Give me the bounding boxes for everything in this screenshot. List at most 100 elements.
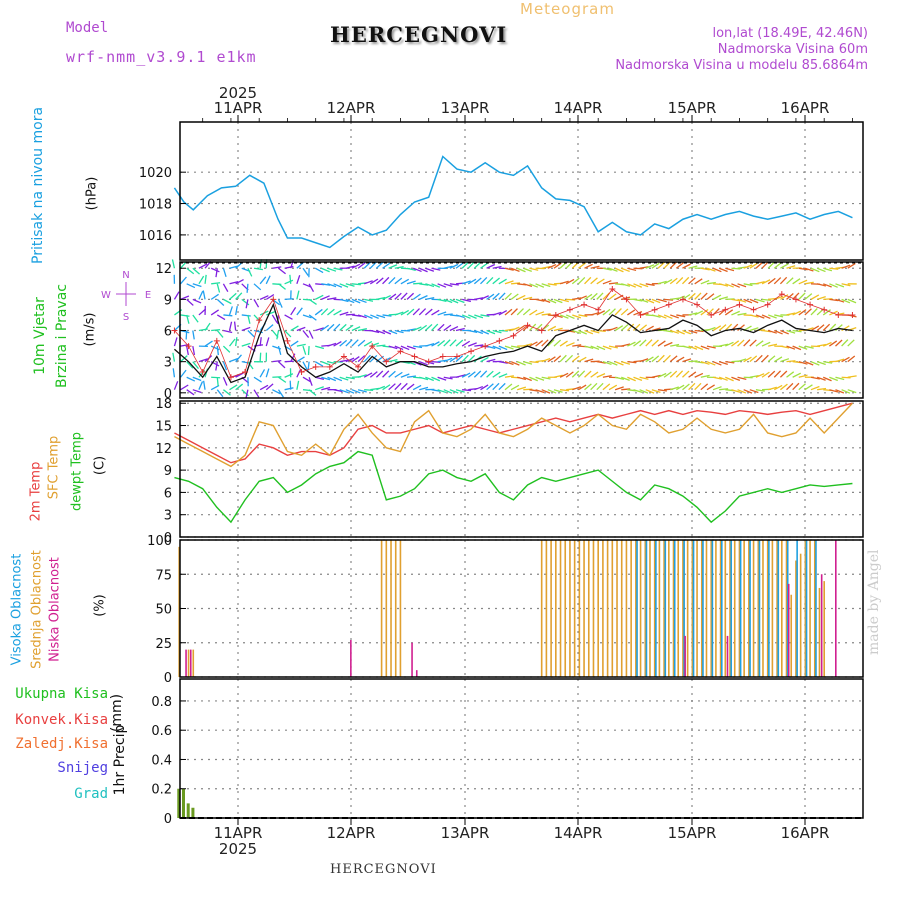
wind-arrow [284, 387, 294, 391]
wind-arrow [394, 292, 402, 300]
wind-arrow [289, 380, 292, 390]
y-tick-label: 1018 [139, 198, 172, 213]
wind-arrow [425, 342, 435, 347]
wind-arrow [198, 263, 208, 269]
wind-arrow [376, 314, 386, 319]
wind-arrow [835, 339, 843, 347]
wind-arrow [333, 267, 343, 271]
wind-arrow [424, 323, 433, 331]
x-day-label-bottom: 14APR [554, 824, 603, 842]
wind-arrow [529, 341, 538, 347]
wind-arrow [792, 372, 801, 378]
wind-arrow [590, 292, 598, 300]
wind-arrow [302, 314, 312, 319]
wind-arrow [246, 283, 249, 293]
wind-arrow [284, 373, 294, 378]
wind-arrow [216, 346, 219, 356]
wind-arrow [786, 360, 796, 363]
wind-gust-marker [764, 301, 771, 308]
wind-arrow [284, 330, 292, 338]
wind-arrow [185, 330, 188, 340]
wind-arrow [682, 345, 692, 349]
wind-arrow [608, 282, 619, 285]
wind-arrow [486, 263, 496, 269]
wind-arrow [651, 314, 661, 318]
wind-arrow [351, 263, 361, 269]
wind-arrow [749, 375, 759, 378]
wind-gust-marker [821, 306, 828, 313]
wind-arrow [816, 267, 826, 273]
wind-arrow [663, 371, 672, 378]
wind-arrow [186, 345, 189, 356]
wind-gust-marker [326, 363, 333, 370]
wind-arrow [443, 389, 453, 394]
wind-arrow [743, 264, 753, 269]
wind-arrow [327, 376, 337, 382]
wind-arrow [639, 389, 649, 394]
wind-arrow [173, 337, 178, 347]
wind-arrow [810, 267, 820, 273]
grid-lines [180, 122, 863, 819]
wind-arrow [786, 329, 796, 334]
wind-arrow [406, 345, 416, 350]
wind-arrow [284, 298, 294, 301]
y-tick-label: 50 [155, 603, 172, 618]
wind-arrow [743, 356, 752, 363]
wind-arrow [235, 278, 244, 285]
wind-arrow [535, 340, 544, 347]
wind-arrow [357, 389, 367, 393]
wind-arrow [663, 279, 673, 285]
wind-arrow [296, 326, 306, 332]
wind-arrow [547, 339, 555, 347]
wind-arrow [314, 308, 323, 316]
wind-arrow [406, 280, 416, 285]
wind-gust-marker [665, 301, 672, 308]
wind-arrow [523, 283, 533, 287]
wind-arrow [608, 384, 618, 391]
wind-arrow [737, 389, 747, 394]
wind-arrow [461, 314, 471, 319]
wind-gust-marker [637, 311, 644, 318]
wind-arrow [290, 325, 299, 332]
wind-arrow [473, 277, 482, 285]
wind-arrow [480, 295, 489, 300]
wind-arrow [504, 267, 514, 271]
wind-gust-marker [298, 369, 305, 376]
wind-arrow [172, 352, 176, 362]
wind-arrow [535, 283, 545, 288]
wind-arrow [370, 314, 379, 319]
wind-arrow [419, 376, 429, 381]
wind-arrow [467, 278, 477, 285]
wind-arrow [670, 329, 679, 334]
wind-arrow [223, 389, 231, 396]
wind-arrow [835, 283, 845, 288]
wind-arrow [369, 261, 378, 269]
wind-arrow [307, 346, 310, 356]
wind-arrow [345, 298, 355, 304]
wind-arrow [663, 341, 673, 347]
wind-arrow [767, 386, 777, 391]
wind-arrow [774, 329, 783, 335]
wind-arrow [719, 343, 729, 347]
wind-arrow [779, 370, 788, 378]
wind-arrow [357, 374, 367, 378]
wind-gust-marker [256, 317, 263, 324]
wind-arrow [798, 383, 806, 391]
wind-arrow [276, 330, 280, 340]
wind-arrow [657, 372, 667, 378]
wind-arrow [571, 370, 580, 378]
y-tick-label: 75 [155, 568, 172, 583]
wind-arrow [284, 265, 294, 269]
wind-arrow [461, 372, 471, 378]
wind-arrow [498, 373, 508, 378]
wind-arrow [578, 314, 588, 318]
wind-arrow [376, 277, 384, 285]
wind-arrow [333, 376, 343, 382]
wind-arrow [492, 292, 500, 300]
wind-gust-marker [199, 369, 206, 376]
wind-arrow [688, 360, 698, 363]
wind-arrow [657, 280, 667, 285]
x-day-label-bottom: 16APR [781, 824, 830, 842]
wind-arrow [253, 267, 264, 271]
wind-arrow [284, 314, 293, 320]
